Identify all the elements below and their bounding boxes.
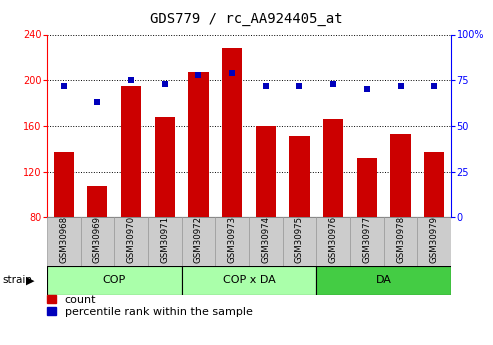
Bar (155, 117, 175, 217)
Text: DA: DA (376, 275, 391, 285)
Bar (424, 152, 444, 217)
Bar (289, 136, 310, 217)
Text: COP x DA: COP x DA (223, 275, 275, 285)
Bar (222, 48, 242, 217)
Bar (317, 217, 350, 266)
Text: GSM30976: GSM30976 (329, 216, 338, 263)
Point (363, 87, 371, 92)
Bar (390, 134, 411, 217)
Point (94, 99, 102, 105)
Text: COP: COP (103, 275, 126, 285)
Bar (317, 266, 451, 295)
Point (60, 83, 68, 88)
Text: GSM30972: GSM30972 (194, 216, 203, 263)
Point (262, 83, 270, 88)
Legend: count, percentile rank within the sample: count, percentile rank within the sample (47, 295, 252, 317)
Bar (350, 217, 384, 266)
Bar (121, 86, 141, 217)
Bar (148, 217, 181, 266)
Point (296, 83, 304, 88)
Text: GSM30974: GSM30974 (261, 216, 270, 263)
Point (228, 70, 236, 76)
Bar (181, 266, 317, 295)
Bar (47, 266, 181, 295)
Text: GSM30975: GSM30975 (295, 216, 304, 263)
Text: ▶: ▶ (26, 275, 35, 285)
Text: GSM30971: GSM30971 (160, 216, 169, 263)
Bar (80, 217, 114, 266)
Text: GSM30968: GSM30968 (59, 216, 68, 263)
Bar (357, 158, 377, 217)
Bar (188, 72, 209, 217)
Point (161, 81, 169, 87)
Point (194, 72, 203, 78)
Text: GSM30973: GSM30973 (228, 216, 237, 263)
Text: GSM30969: GSM30969 (93, 216, 102, 263)
Point (329, 81, 337, 87)
Bar (256, 126, 276, 217)
Text: strain: strain (2, 275, 33, 285)
Bar (282, 217, 317, 266)
Bar (323, 119, 343, 217)
Bar (215, 217, 249, 266)
Bar (181, 217, 215, 266)
Text: GDS779 / rc_AA924405_at: GDS779 / rc_AA924405_at (150, 12, 343, 26)
Point (127, 77, 135, 83)
Bar (54, 152, 74, 217)
Bar (249, 217, 282, 266)
Text: GSM30977: GSM30977 (362, 216, 371, 263)
Point (396, 83, 404, 88)
Text: GSM30979: GSM30979 (430, 216, 439, 263)
Bar (87, 187, 107, 217)
Text: GSM30970: GSM30970 (127, 216, 136, 263)
Bar (418, 217, 451, 266)
Point (430, 83, 438, 88)
Bar (47, 217, 80, 266)
Bar (114, 217, 148, 266)
Text: GSM30978: GSM30978 (396, 216, 405, 263)
Bar (384, 217, 418, 266)
